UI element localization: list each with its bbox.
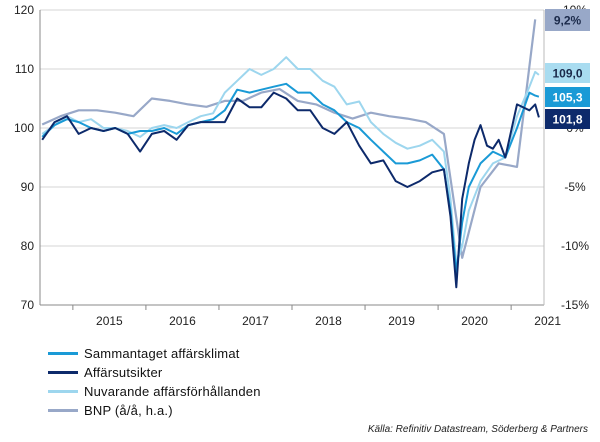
right-tick-label: -10% (561, 239, 589, 253)
x-tick-label: 2016 (169, 314, 196, 328)
x-tick-label: 2018 (315, 314, 342, 328)
gridlines (40, 9, 544, 306)
left-tick-label: 80 (21, 239, 35, 253)
x-tick-label: 2019 (388, 314, 415, 328)
end-value-label: 101,8 (552, 113, 582, 127)
legend-item: Affärsutsikter (48, 363, 261, 382)
x-tick-label: 2021 (534, 314, 561, 328)
legend-label: Affärsutsikter (84, 365, 163, 380)
series-lines (41, 19, 540, 289)
legend-swatch (48, 390, 78, 393)
left-tick-label: 120 (14, 3, 34, 17)
left-tick-label: 90 (21, 180, 35, 194)
x-tick-label: 2017 (242, 314, 269, 328)
legend-swatch (48, 352, 78, 355)
series-line-3 (41, 19, 537, 259)
axes: 708090100110120-15%-10%-5%0%5%10%2015201… (14, 3, 589, 328)
right-tick-label: -15% (561, 298, 589, 312)
x-tick-label: 2015 (96, 314, 123, 328)
end-value-box (545, 63, 590, 83)
legend-swatch (48, 371, 78, 374)
legend-swatch (48, 409, 78, 412)
legend-item: Nuvarande affärsförhållanden (48, 382, 261, 401)
series-line-1 (41, 91, 540, 289)
x-tick-label: 2020 (461, 314, 488, 328)
legend-item: BNP (å/å, h.a.) (48, 401, 261, 420)
legend: Sammantaget affärsklimat Affärsutsikter … (48, 344, 261, 420)
left-tick-label: 70 (21, 298, 35, 312)
end-value-label: 9,2% (554, 14, 582, 28)
end-value-box (545, 87, 590, 107)
legend-label: BNP (å/å, h.a.) (84, 403, 173, 418)
source-note: Källa: Refinitiv Datastream, Söderberg &… (367, 424, 588, 435)
left-tick-label: 100 (14, 121, 34, 135)
legend-label: Nuvarande affärsförhållanden (84, 384, 261, 399)
end-value-box (545, 109, 590, 129)
legend-label: Sammantaget affärsklimat (84, 346, 240, 361)
end-value-label: 105,3 (552, 91, 582, 105)
legend-item: Sammantaget affärsklimat (48, 344, 261, 363)
end-value-box (545, 9, 590, 31)
end-value-label: 109,0 (552, 67, 582, 81)
left-tick-label: 110 (15, 62, 34, 76)
end-value-labels: 9,2% 109,0 105,3 101,8 (545, 9, 590, 129)
right-tick-label: -5% (564, 180, 586, 194)
series-line-0 (41, 82, 540, 274)
